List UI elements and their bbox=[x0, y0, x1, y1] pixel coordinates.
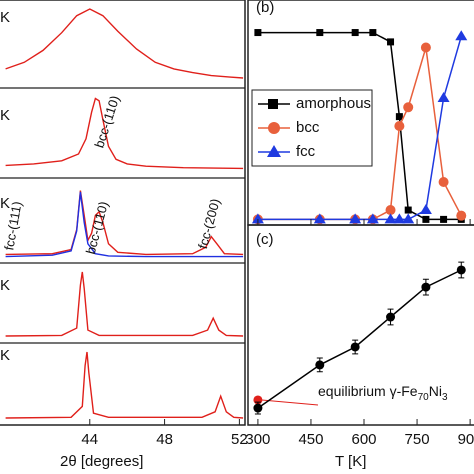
marker bbox=[385, 205, 396, 216]
peak-label: fcc-(200) bbox=[195, 197, 223, 250]
temperature-label: K bbox=[0, 347, 10, 364]
x-tick-label: 52 bbox=[231, 431, 248, 448]
fit-curve bbox=[5, 8, 244, 79]
annotation-part: 3 bbox=[442, 392, 448, 403]
legend-label: fcc bbox=[296, 143, 316, 160]
marker bbox=[393, 213, 406, 224]
marker bbox=[404, 206, 412, 214]
panel-label: (c) bbox=[256, 231, 274, 248]
marker bbox=[313, 213, 326, 224]
legend-marker bbox=[268, 122, 280, 134]
legend-marker bbox=[267, 145, 281, 157]
marker bbox=[386, 312, 396, 322]
marker bbox=[456, 265, 466, 275]
series-line bbox=[257, 31, 462, 221]
marker bbox=[316, 29, 324, 37]
fit-curve bbox=[5, 271, 244, 337]
marker bbox=[254, 29, 262, 37]
marker bbox=[384, 213, 397, 224]
marker bbox=[455, 30, 468, 41]
marker bbox=[422, 215, 430, 223]
legend-marker bbox=[268, 99, 278, 109]
reference-pointer bbox=[261, 399, 319, 406]
legend-label: amorphous bbox=[296, 95, 371, 112]
annotation-part: equilibrium γ-Fe bbox=[318, 383, 418, 399]
x-axis-label: 2θ [degrees] bbox=[60, 453, 143, 470]
marker bbox=[394, 120, 405, 131]
x-tick-label: 48 bbox=[156, 431, 173, 448]
marker bbox=[420, 42, 431, 53]
temperature-label: K bbox=[0, 277, 10, 294]
marker bbox=[419, 204, 432, 215]
marker bbox=[456, 210, 467, 221]
legend-label: bcc bbox=[296, 119, 320, 136]
temperature-label: K bbox=[0, 107, 10, 124]
legend: amorphous bcc fcc bbox=[251, 89, 373, 167]
marker bbox=[437, 91, 450, 102]
marker bbox=[402, 213, 415, 224]
temperature-label: K bbox=[0, 9, 10, 26]
temperature-label: K bbox=[0, 195, 10, 212]
x-tick-label: 450 bbox=[298, 431, 323, 448]
annotation: equilibrium γ-Fe70Ni3 bbox=[318, 383, 448, 403]
annotation-part: 70 bbox=[418, 392, 430, 403]
peak-label: bcc-(110) bbox=[83, 200, 111, 256]
x-tick-label: 44 bbox=[81, 431, 98, 448]
annotation-part: Ni bbox=[429, 383, 442, 399]
x-tick-label: 300 bbox=[245, 431, 270, 448]
marker bbox=[369, 29, 377, 37]
fit-curve bbox=[5, 351, 244, 419]
marker bbox=[395, 113, 403, 121]
marker bbox=[251, 213, 264, 224]
x-axis-label: T [K] bbox=[335, 453, 366, 470]
marker bbox=[315, 360, 325, 370]
marker bbox=[350, 342, 360, 352]
x-tick-label: 750 bbox=[405, 431, 430, 448]
marker bbox=[421, 282, 431, 292]
marker bbox=[366, 213, 379, 224]
peak-label: bcc-(110) bbox=[92, 94, 123, 150]
marker bbox=[253, 403, 263, 413]
fit-curve bbox=[5, 97, 244, 170]
marker bbox=[351, 29, 359, 37]
series-line bbox=[257, 36, 463, 221]
marker bbox=[438, 177, 449, 188]
frame bbox=[247, 224, 474, 426]
marker bbox=[440, 215, 448, 223]
frame bbox=[0, 0, 246, 426]
marker bbox=[349, 213, 362, 224]
marker bbox=[387, 38, 395, 46]
x-tick-label: 900 bbox=[458, 431, 474, 448]
series-line bbox=[257, 269, 462, 409]
marker bbox=[403, 102, 414, 113]
fit-curve bbox=[5, 191, 244, 258]
x-tick-label: 600 bbox=[351, 431, 376, 448]
panel-label: (b) bbox=[256, 0, 274, 16]
